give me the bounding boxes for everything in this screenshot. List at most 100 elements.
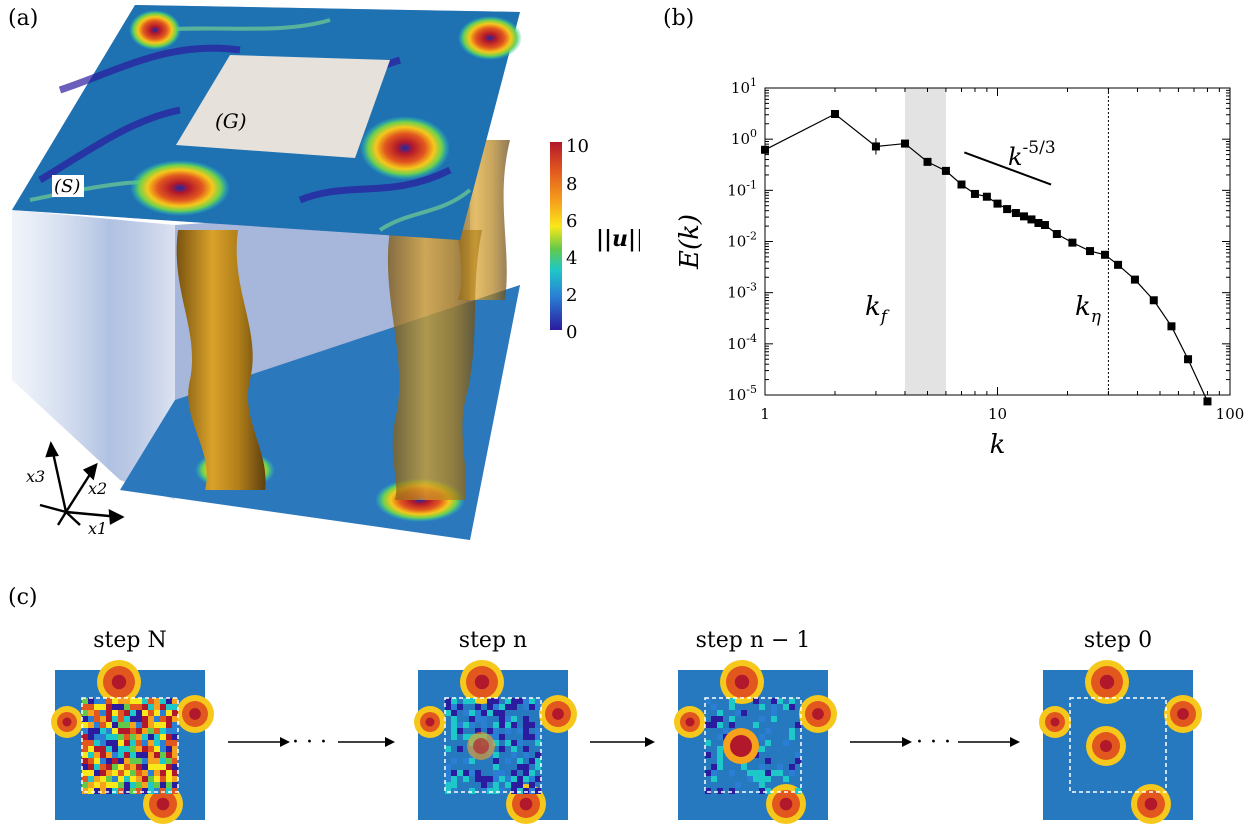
noise-pixel [160, 758, 166, 764]
noise-pixel [463, 722, 469, 728]
noise-pixel [88, 698, 94, 704]
noise-pixel [88, 704, 94, 710]
kf-annotation: kf [865, 292, 890, 327]
step-thumbnail [414, 660, 577, 824]
noise-pixel [82, 764, 88, 770]
noise-pixel [100, 758, 106, 764]
noise-pixel [124, 716, 130, 722]
noise-pixel [100, 704, 106, 710]
step-thumbnail [674, 660, 837, 824]
noise-pixel [711, 704, 717, 710]
masked-region-g [176, 55, 390, 158]
spectrum-point [1052, 230, 1061, 239]
noise-pixel [94, 764, 100, 770]
noise-pixel [511, 722, 517, 728]
spectrum-point [957, 180, 966, 189]
noise-pixel [445, 776, 451, 782]
spectrum-point [923, 157, 932, 166]
noise-pixel [475, 728, 481, 734]
spectrum-point [1130, 275, 1139, 284]
noise-pixel [82, 704, 88, 710]
noise-pixel [142, 734, 148, 740]
noise-pixel [493, 698, 499, 704]
noise-pixel [160, 734, 166, 740]
noise-pixel [118, 758, 124, 764]
noise-pixel [729, 722, 735, 728]
noise-pixel [493, 752, 499, 758]
noise-pixel [118, 716, 124, 722]
noise-pixel [535, 740, 541, 746]
axis-label-x2: x2 [88, 479, 107, 498]
noise-pixel [445, 704, 451, 710]
noise-pixel [94, 746, 100, 752]
noise-pixel [535, 734, 541, 740]
emerging-vortex-core [730, 735, 752, 757]
noise-pixel [130, 740, 136, 746]
noise-pixel [463, 710, 469, 716]
noise-pixel [753, 770, 759, 776]
noise-pixel [88, 758, 94, 764]
arrow [228, 737, 290, 747]
spectrum-point [761, 145, 769, 154]
noise-pixel [711, 722, 717, 728]
emerging-vortex-core [473, 738, 489, 754]
noise-pixel [142, 746, 148, 752]
noise-pixel [82, 788, 88, 794]
noise-pixel [535, 728, 541, 734]
noise-pixel [130, 746, 136, 752]
noise-pixel [517, 764, 523, 770]
noise-pixel [148, 752, 154, 758]
noise-pixel [94, 722, 100, 728]
noise-pixel [469, 698, 475, 704]
noise-pixel [160, 752, 166, 758]
step-thumbnail [51, 660, 214, 824]
noise-pixel [148, 734, 154, 740]
noise-pixel [142, 716, 148, 722]
noise-pixel [94, 728, 100, 734]
arrow-head [280, 737, 290, 747]
noise-pixel [759, 734, 765, 740]
noise-pixel [130, 782, 136, 788]
noise-pixel [142, 728, 148, 734]
noise-pixel [82, 770, 88, 776]
noise-pixel [765, 776, 771, 782]
noise-pixel [166, 782, 172, 788]
noise-pixel [487, 728, 493, 734]
noise-pixel [535, 752, 541, 758]
colorbar-tick: 2 [566, 285, 577, 306]
noise-pixel [166, 734, 172, 740]
noise-pixel [154, 752, 160, 758]
noise-pixel [765, 788, 771, 794]
noise-pixel [172, 704, 178, 710]
noise-pixel [451, 782, 457, 788]
noise-pixel [493, 704, 499, 710]
volume-haze [12, 210, 175, 500]
noise-pixel [517, 782, 523, 788]
noise-pixel [517, 698, 523, 704]
noise-pixel [711, 776, 717, 782]
noise-pixel [705, 698, 711, 704]
noise-pixel [511, 704, 517, 710]
noise-pixel [445, 710, 451, 716]
noise-pixel [112, 734, 118, 740]
noise-pixel [130, 776, 136, 782]
noise-pixel [88, 710, 94, 716]
noise-pixel [106, 764, 112, 770]
noise-pixel [535, 758, 541, 764]
noise-pixel [172, 740, 178, 746]
noise-pixel [118, 728, 124, 734]
noise-pixel [493, 710, 499, 716]
noise-pixel [82, 752, 88, 758]
noise-pixel [148, 722, 154, 728]
noise-pixel [166, 746, 172, 752]
noise-pixel [136, 758, 142, 764]
noise-pixel [82, 782, 88, 788]
noise-pixel [783, 776, 789, 782]
noise-pixel [136, 716, 142, 722]
noise-pixel [771, 698, 777, 704]
noise-pixel [118, 752, 124, 758]
noise-pixel [88, 734, 94, 740]
noise-pixel [148, 728, 154, 734]
noise-pixel [148, 740, 154, 746]
noise-pixel [142, 764, 148, 770]
